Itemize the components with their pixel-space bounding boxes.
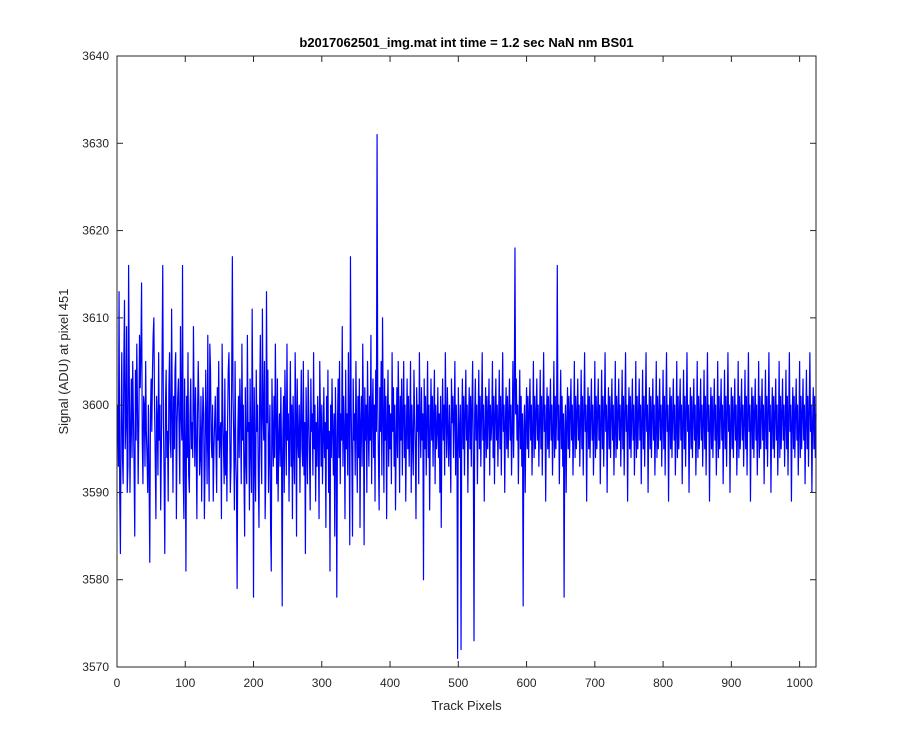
x-tick-label: 400 — [380, 676, 400, 690]
y-tick-label: 3580 — [82, 573, 109, 587]
x-tick-label: 500 — [448, 676, 468, 690]
x-tick-label: 800 — [653, 676, 673, 690]
plot-background — [117, 56, 816, 667]
x-tick-label: 600 — [517, 676, 537, 690]
x-axis-ticks: 0 100 200 300 400 500 600 700 800 900 1000 — [114, 56, 813, 690]
y-axis-ticks: 3570 3580 3590 3600 3610 3620 3630 3640 — [82, 49, 816, 674]
y-tick-label: 3590 — [82, 485, 109, 499]
x-tick-label: 1000 — [786, 676, 813, 690]
x-tick-label: 100 — [175, 676, 195, 690]
y-tick-label: 3600 — [82, 398, 109, 412]
plot-box — [116, 55, 817, 668]
series-layer — [117, 133, 817, 659]
x-tick-label: 0 — [114, 676, 121, 690]
y-tick-label: 3620 — [82, 224, 109, 238]
y-tick-label: 3630 — [82, 136, 109, 150]
series-line — [117, 133, 817, 659]
y-tick-label: 3640 — [82, 49, 109, 63]
y-tick-label: 3570 — [82, 660, 109, 674]
x-tick-label: 200 — [244, 676, 264, 690]
x-axis-label: Track Pixels — [431, 698, 502, 713]
y-tick-label: 3610 — [82, 311, 109, 325]
chart-title: b2017062501_img.mat int time = 1.2 sec N… — [299, 35, 633, 50]
x-tick-label: 900 — [721, 676, 741, 690]
y-axis-label: Signal (ADU) at pixel 451 — [56, 289, 71, 435]
x-tick-label: 300 — [312, 676, 332, 690]
x-tick-label: 700 — [585, 676, 605, 690]
